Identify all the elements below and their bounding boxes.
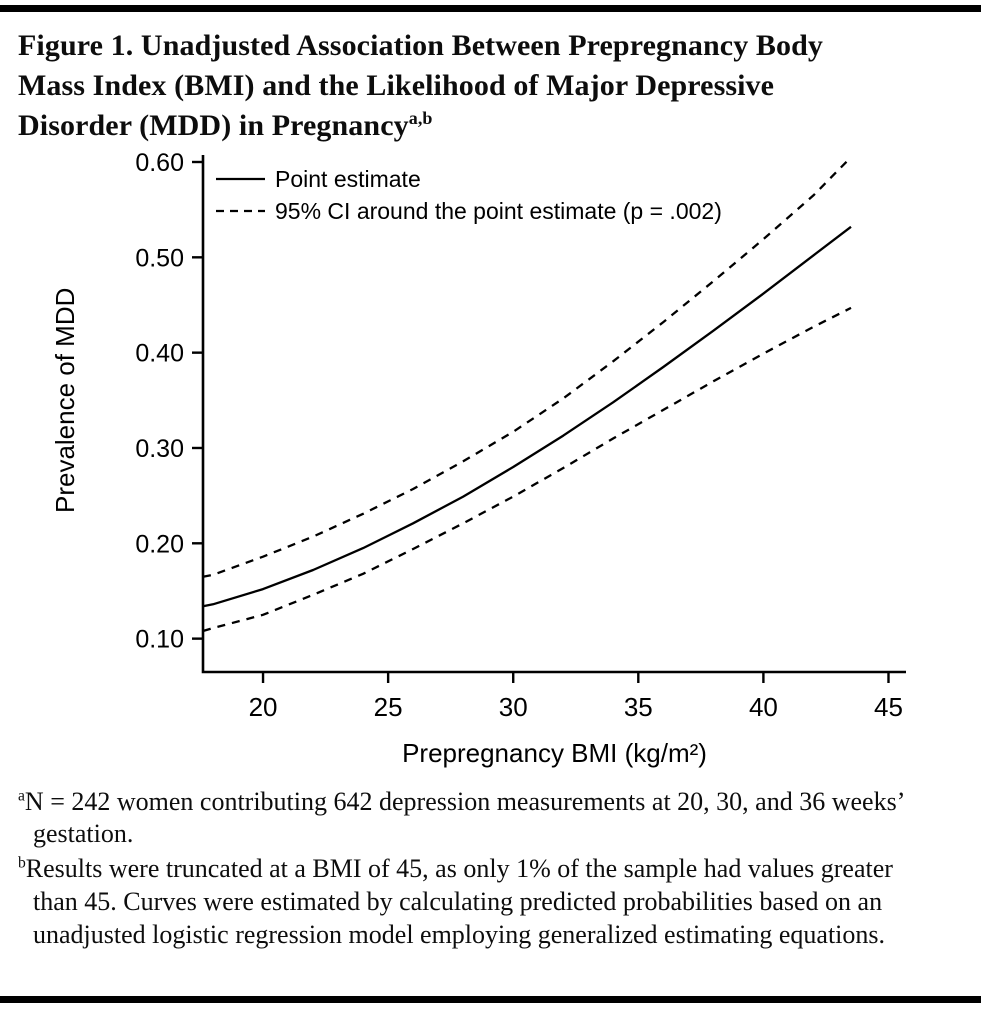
title-line-3: Disorder (MDD) in Pregnancy [18, 108, 409, 142]
bottom-rule [0, 996, 981, 1003]
footnote-b-text: Results were truncated at a BMI of 45, a… [25, 854, 893, 949]
chart-area: 0.10 0.20 0.30 0.40 0.50 0.60 20 25 30 35 40 45 Poin… [18, 150, 963, 782]
x-tick-label: 45 [874, 692, 903, 722]
y-tick-label: 0.30 [135, 435, 184, 463]
series-95-ci-upper-bound [202, 156, 852, 578]
title-superscript: a,b [408, 107, 433, 128]
x-tick-label: 40 [749, 692, 778, 722]
y-axis-label: Prevalence of MDD [50, 287, 80, 512]
y-tick-label: 0.40 [135, 339, 184, 367]
x-tick-label: 25 [374, 692, 403, 722]
footnote-a-text: N = 242 women contributing 642 depressio… [24, 786, 904, 849]
legend-label: 95% CI around the point estimate (p = .0… [275, 198, 722, 224]
series-point-estimate [202, 225, 852, 608]
footnote-b: bResults were truncated at a BMI of 45, … [18, 853, 918, 951]
footnote-b-marker: b [18, 854, 26, 872]
y-tick-label: 0.20 [135, 530, 184, 558]
title-line-2: Mass Index (BMI) and the Likelihood of M… [18, 68, 775, 102]
figure-footnotes: aN = 242 women contributing 642 depressi… [18, 786, 918, 952]
x-tick-label: 35 [624, 692, 653, 722]
footnote-a-marker: a [18, 787, 25, 805]
figure-title: Figure 1. Unadjusted Association Between… [18, 26, 963, 146]
x-tick-label: 30 [499, 692, 528, 722]
title-line-1: Figure 1. Unadjusted Association Between… [18, 29, 823, 62]
footnote-a: aN = 242 women contributing 642 depressi… [18, 786, 918, 852]
legend-label: Point estimate [275, 166, 421, 192]
y-tick-label: 0.50 [135, 244, 184, 272]
y-tick-label: 0.60 [135, 150, 184, 177]
figure-page: Figure 1. Unadjusted Association Between… [18, 26, 963, 952]
top-rule [0, 5, 981, 12]
x-tick-label: 20 [249, 692, 278, 722]
y-tick-label: 0.10 [135, 625, 184, 653]
series-95-ci-lower-bound [202, 306, 852, 632]
axes [201, 154, 906, 673]
bmi-mdd-prevalence-chart: 0.10 0.20 0.30 0.40 0.50 0.60 20 25 30 35 40 45 Poin… [50, 150, 906, 768]
x-axis-label: Prepregnancy BMI (kg/m²) [402, 738, 707, 768]
